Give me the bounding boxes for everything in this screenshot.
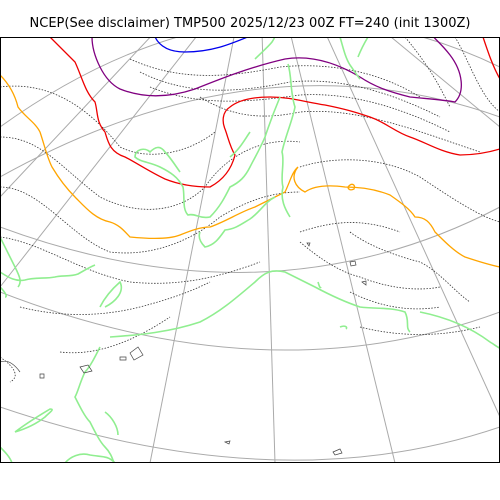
isotherm-orange: [0, 74, 500, 268]
coastline-south: [0, 236, 21, 288]
latitude-line: [0, 206, 500, 273]
coastline-arc-islands: [74, 346, 115, 463]
island-outline: [332, 448, 343, 456]
coastline-mainland: [198, 196, 276, 248]
coastline-south: [339, 325, 348, 330]
latitude-line: [0, 85, 500, 178]
latitude-line: [0, 37, 500, 128]
contour-line: [299, 241, 441, 290]
coastline-north: [357, 37, 369, 58]
island-outline: [306, 242, 311, 247]
coastline-island: [229, 131, 251, 158]
coastline-lake: [317, 281, 322, 289]
contour-line: [199, 96, 481, 153]
contour-line: [19, 281, 211, 315]
contour-line: [349, 231, 471, 303]
weather-map: [0, 37, 500, 463]
coastline-south: [419, 311, 500, 350]
island-outline: [223, 440, 231, 445]
contour-line: [0, 236, 261, 284]
island-outline: [39, 373, 45, 379]
coastline-arc-islands: [14, 408, 53, 433]
contour-line: [454, 37, 500, 113]
longitude-line: [290, 37, 396, 463]
island-outline: [349, 260, 357, 267]
isotherm-blue: [154, 37, 250, 53]
coastlines: [0, 37, 500, 463]
longitude-line: [0, 37, 197, 288]
coastline-peninsula: [281, 63, 296, 218]
longitude-line: [390, 37, 500, 128]
contour-line: [59, 316, 171, 354]
isotherm-orange: [347, 183, 356, 191]
coastline-north: [339, 37, 361, 80]
island-outline: [129, 346, 144, 361]
coastline-arc-islands: [0, 446, 13, 463]
coastline-arc-islands: [64, 453, 116, 463]
latitude-line: [0, 291, 500, 351]
contour-line: [139, 71, 441, 118]
contour-line: [0, 85, 216, 155]
map-title: NCEP(See disclaimer) TMP500 2025/12/23 0…: [29, 16, 471, 31]
island-outline: [0, 360, 21, 373]
isotherm-red: [49, 37, 500, 188]
longitude-line: [0, 37, 151, 198]
coastline-south: [99, 280, 123, 308]
isotherm-red: [482, 37, 500, 80]
island-outline: [119, 356, 127, 361]
isotherm-lines: [0, 37, 500, 268]
contour-line: [359, 326, 481, 335]
coastline-south: [109, 270, 411, 338]
map-panel: [0, 37, 500, 463]
coastline-north: [254, 37, 276, 60]
contour-line: [149, 86, 451, 133]
coastline-mainland: [134, 96, 281, 219]
contour-line: [299, 159, 500, 223]
contour-line: [129, 58, 421, 98]
longitude-line: [326, 37, 500, 418]
longitude-lines: [0, 37, 500, 463]
latitude-line: [0, 406, 500, 461]
longitude-line: [261, 37, 276, 463]
coastline-south: [0, 264, 96, 282]
small-islands: [0, 242, 367, 456]
coastline-arc-islands: [104, 411, 119, 436]
isotherm-purple: [91, 37, 462, 103]
latitude-lines: [0, 37, 500, 461]
contour-line: [349, 291, 441, 310]
island-outline: [79, 364, 93, 374]
island-outline: [361, 280, 367, 286]
longitude-line: [149, 37, 235, 463]
contour-line: [299, 222, 401, 233]
contour-line: [0, 186, 301, 254]
coastline-south: [0, 286, 7, 298]
contour-line: [0, 356, 16, 383]
